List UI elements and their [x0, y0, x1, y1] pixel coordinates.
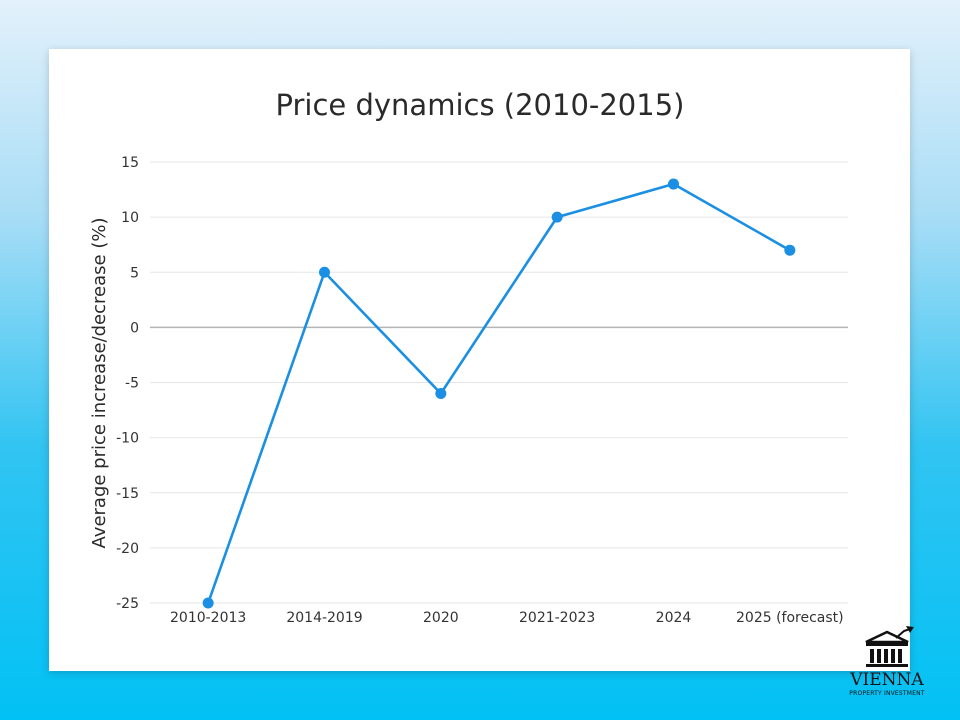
- series-line: [206, 182, 791, 604]
- data-point[interactable]: [319, 266, 330, 278]
- y-tick-label: -5: [125, 376, 139, 392]
- chart-card: [49, 49, 910, 671]
- y-tick-label: 10: [121, 210, 139, 226]
- y-axis-label: Average price increase/decrease (%): [89, 218, 110, 549]
- y-tick-label: -25: [116, 596, 139, 612]
- brand-name: VIENNA: [850, 670, 924, 690]
- y-tick-label: 15: [121, 155, 139, 171]
- x-tick-label: 2014-2019: [286, 610, 362, 626]
- x-tick-labels: 2010-2013 2014-2019 2020 2021-2023 2024 2025 …: [170, 610, 844, 626]
- x-tick-label: 2020: [423, 610, 459, 626]
- x-tick-label: 2010-2013: [170, 610, 246, 626]
- data-point[interactable]: [551, 211, 563, 223]
- data-point[interactable]: [668, 178, 679, 190]
- chart-title: Price dynamics (2010-2015): [275, 88, 685, 122]
- y-tick-labels: 15 10 5 0 -5 -10 -15 -20 -25: [116, 155, 139, 612]
- x-tick-label: 2021-2023: [519, 610, 595, 626]
- x-tick-label: 2025 (forecast): [736, 610, 844, 626]
- brand-tagline: PROPERTY INVESTMENT: [849, 690, 925, 697]
- data-point[interactable]: [202, 597, 214, 609]
- data-point[interactable]: [435, 388, 447, 400]
- grid-lines: [150, 161, 848, 604]
- series-group: [202, 178, 796, 609]
- data-point[interactable]: [784, 244, 796, 256]
- building-columns-icon: [865, 626, 914, 667]
- y-tick-label: -20: [116, 541, 139, 557]
- y-tick-label: -10: [116, 431, 139, 447]
- y-tick-label: 0: [130, 320, 139, 336]
- x-tick-label: 2024: [656, 610, 692, 626]
- y-tick-label: -15: [116, 486, 139, 502]
- y-tick-label: 5: [130, 265, 139, 281]
